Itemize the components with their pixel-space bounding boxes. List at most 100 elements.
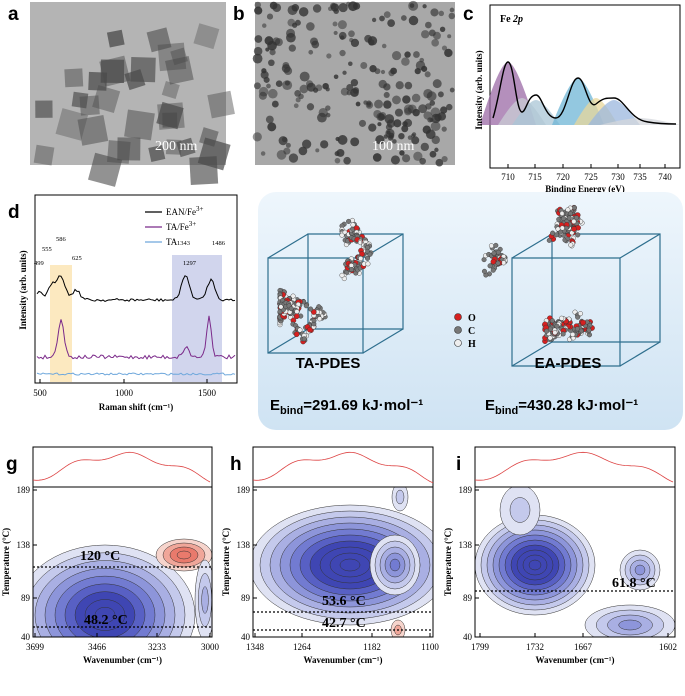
atom (481, 268, 487, 274)
x-tick-label: 740 (658, 172, 672, 182)
nanoparticle (306, 103, 315, 111)
atom (278, 304, 284, 310)
nanoparticle (437, 112, 447, 121)
nanoparticle (434, 147, 439, 153)
nanoparticle (425, 103, 432, 110)
nanoparticle (413, 151, 423, 161)
nanoparticle (432, 79, 442, 89)
legend-label: H (468, 339, 476, 350)
nanoparticle (429, 150, 437, 158)
nanoparticle (394, 108, 403, 117)
contour (339, 558, 361, 572)
nanoparticle (263, 76, 270, 83)
nanoparticle (340, 87, 349, 96)
contour-map (33, 538, 212, 637)
nanoparticle (401, 125, 409, 133)
nanoparticle (381, 43, 387, 49)
nanoparticle (286, 28, 296, 38)
nanoparticle (311, 40, 320, 49)
atom (488, 243, 494, 249)
atom (307, 326, 313, 333)
structure-name: EA-PDES (535, 355, 602, 372)
nanocube (124, 69, 146, 91)
nanoparticle (328, 6, 333, 11)
nanoparticle (424, 71, 431, 78)
binding-energy: Ebind=291.69 kJ·mol⁻¹ (270, 397, 423, 417)
nanocube (100, 59, 125, 84)
x-tick-label: 500 (33, 388, 47, 398)
nanoparticle (322, 82, 329, 90)
nanoparticle (268, 88, 278, 99)
panel-label: g (6, 454, 18, 475)
nanoparticle (272, 3, 282, 13)
atom (493, 242, 499, 248)
x-axis-label: Binding Energy (eV) (545, 184, 625, 194)
nanoparticle (403, 104, 414, 115)
y-axis-label: Temperature (°C) (443, 528, 453, 596)
atom (293, 331, 300, 338)
nanoparticle (333, 74, 339, 80)
nanoparticle (392, 139, 397, 144)
nanoparticle (253, 82, 261, 90)
nanoparticle (333, 30, 338, 35)
nanoparticle (375, 135, 385, 145)
nanoparticle (449, 87, 455, 93)
atom (495, 249, 501, 255)
nanoparticle (334, 151, 340, 157)
nanoparticle (390, 155, 400, 165)
nanoparticle (254, 6, 263, 15)
cube-edge (619, 341, 661, 367)
x-tick-label: 730 (611, 172, 625, 182)
nanoparticle (308, 49, 314, 55)
y-tick-label: 189 (459, 485, 473, 495)
legend-atom (454, 326, 462, 334)
nanoparticle (333, 8, 340, 14)
cube-edge (362, 328, 404, 354)
nanoparticle (414, 67, 421, 75)
nanoparticle (409, 3, 415, 8)
x-tick-label: 1348 (246, 642, 265, 652)
nanocube (77, 114, 109, 146)
nanoparticle (399, 150, 405, 156)
cube-edge (511, 341, 553, 367)
nanoparticle (441, 45, 448, 51)
plot-frame (32, 486, 213, 638)
x-tick-label: 3699 (26, 642, 45, 652)
nanoparticle (337, 135, 348, 145)
nanoparticle (368, 39, 375, 46)
nanocube (106, 29, 125, 48)
peak-label: 1297 (183, 260, 197, 267)
nanoparticle (388, 132, 395, 139)
atom (294, 309, 300, 315)
y-axis-label: Temperature (°C) (1, 528, 11, 596)
nanoparticle (428, 29, 436, 37)
nanoparticle (317, 112, 327, 123)
contour (389, 558, 401, 572)
legend-atom (454, 339, 462, 347)
nanoparticle (438, 10, 445, 17)
nanoparticle (268, 59, 275, 67)
atom (311, 317, 317, 323)
nanoparticle (288, 44, 296, 52)
nanoparticle (299, 84, 309, 94)
nanoparticle (448, 12, 456, 20)
atom (580, 319, 587, 326)
atom (348, 267, 354, 273)
annotation: 42.7 °C (322, 616, 366, 631)
nanoparticle (386, 119, 396, 128)
fitted-peak (588, 100, 640, 125)
nanoparticle (446, 103, 453, 111)
x-tick-label: 1500 (198, 388, 217, 398)
x-tick-label: 1182 (363, 642, 381, 652)
nanoparticle (287, 18, 296, 27)
plot-frame (474, 486, 676, 638)
nanoparticle (271, 100, 279, 108)
legend-label: TA (166, 237, 178, 247)
atom (571, 226, 577, 232)
contour (201, 586, 209, 614)
atom (575, 314, 581, 320)
x-tick-label: 3000 (201, 642, 220, 652)
y-axis-label: Intensity (arb. units) (474, 50, 484, 129)
atom (552, 330, 558, 336)
